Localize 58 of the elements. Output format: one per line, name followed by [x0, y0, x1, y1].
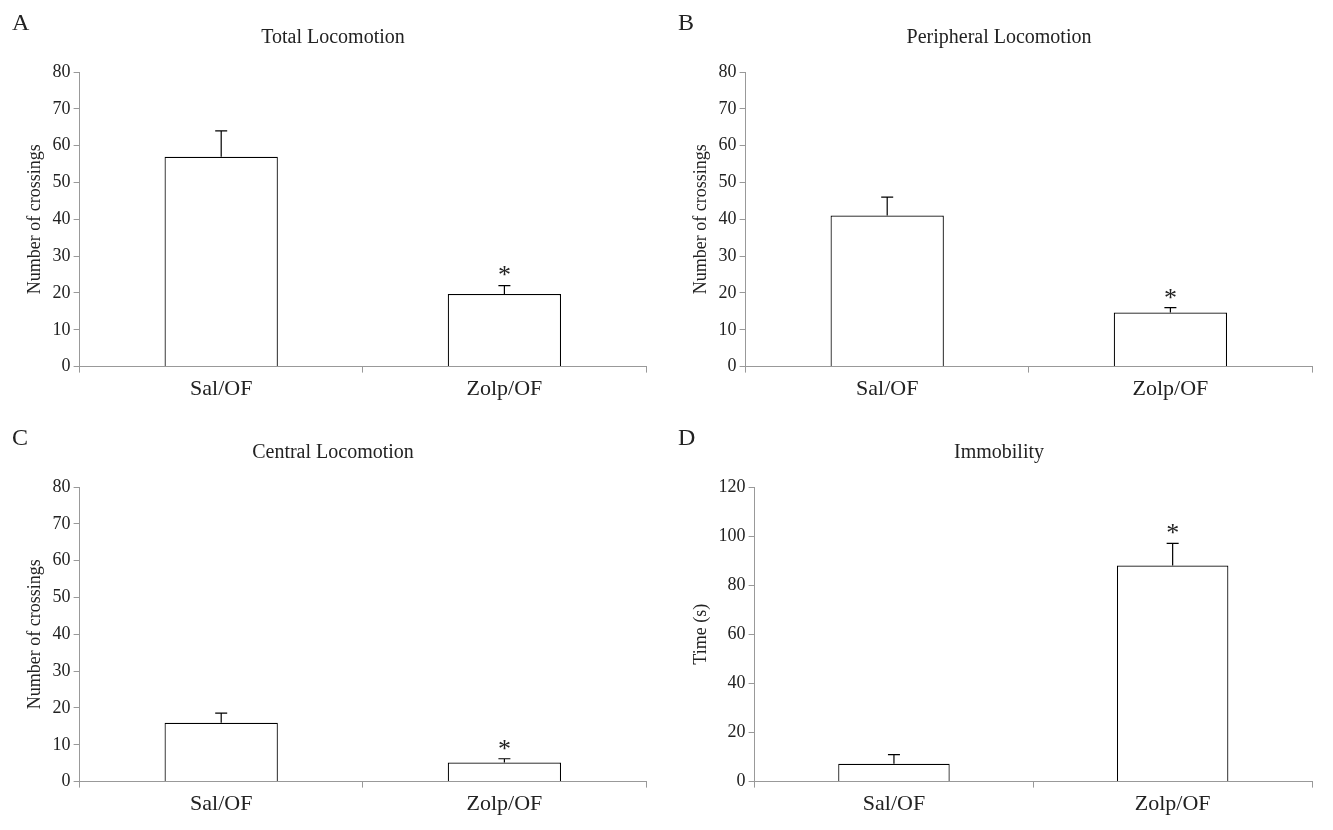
chart-title: Central Locomotion	[252, 440, 414, 463]
y-tick-label: 80	[727, 573, 746, 594]
y-axis-title: Number of crossings	[23, 559, 44, 710]
annotation: *	[497, 260, 511, 290]
y-tick-label: 30	[52, 244, 71, 265]
y-tick-label: 80	[52, 475, 71, 496]
x-tick-label: Zolp/OF	[466, 374, 543, 400]
x-tick-label: Sal/OF	[856, 374, 919, 400]
y-tick-label: 30	[718, 244, 737, 265]
text: A	[12, 9, 30, 36]
y-tick-label: 120	[718, 475, 746, 496]
x-tick-label: Zolp/OF	[466, 789, 543, 815]
y-tick-label: 20	[718, 281, 737, 302]
y-tick-label: 40	[727, 672, 746, 693]
y-tick-label: 10	[718, 318, 737, 339]
y-tick-label: 0	[61, 355, 71, 376]
y-tick-label: 10	[52, 318, 71, 339]
chart-title: Peripheral Locomotion	[906, 25, 1092, 49]
y-tick-label: 70	[52, 97, 71, 118]
y-tick-label: 50	[52, 586, 71, 607]
y-tick-label: 10	[52, 733, 71, 754]
x-tick-label: Sal/OF	[862, 789, 926, 815]
y-tick-label: 0	[736, 770, 746, 791]
y-tick-label: 30	[52, 659, 71, 680]
y-tick-label: 70	[718, 97, 737, 118]
y-tick-label: 40	[52, 623, 71, 644]
x-tick-label: Sal/OF	[190, 374, 253, 400]
y-tick-label: 100	[718, 524, 746, 545]
x-tick-label: Zolp/OF	[1134, 789, 1211, 815]
y-axis-title: Number of crossings	[23, 144, 44, 295]
y-tick-label: 80	[718, 60, 737, 81]
y-tick-label: 60	[52, 549, 71, 570]
y-tick-label: 0	[61, 770, 71, 791]
y-tick-label: 60	[718, 134, 737, 155]
x-tick-label: Zolp/OF	[1132, 374, 1209, 400]
y-tick-label: 40	[718, 208, 737, 229]
text: B	[678, 9, 695, 36]
y-tick-label: 0	[727, 355, 737, 376]
y-tick-label: 20	[52, 281, 71, 302]
y-axis-title: Number of crossings	[689, 144, 710, 295]
y-tick-label: 70	[52, 512, 71, 533]
y-axis-title: Time (s)	[689, 603, 711, 665]
text: D	[678, 424, 696, 451]
y-tick-label: 40	[52, 208, 71, 229]
y-tick-label: 20	[52, 696, 71, 717]
y-tick-label: 80	[52, 60, 71, 81]
text: C	[12, 424, 29, 451]
y-tick-label: 60	[727, 623, 746, 644]
y-tick-label: 60	[52, 134, 71, 155]
y-tick-label: 50	[718, 171, 737, 192]
chart-title: Immobility	[954, 440, 1044, 464]
chart-title: Total Locomotion	[261, 25, 405, 48]
annotation: *	[497, 733, 511, 763]
annotation: *	[1163, 282, 1177, 312]
x-tick-label: Sal/OF	[190, 789, 253, 815]
annotation: *	[1166, 518, 1180, 548]
y-tick-label: 20	[727, 721, 746, 742]
y-tick-label: 50	[52, 171, 71, 192]
